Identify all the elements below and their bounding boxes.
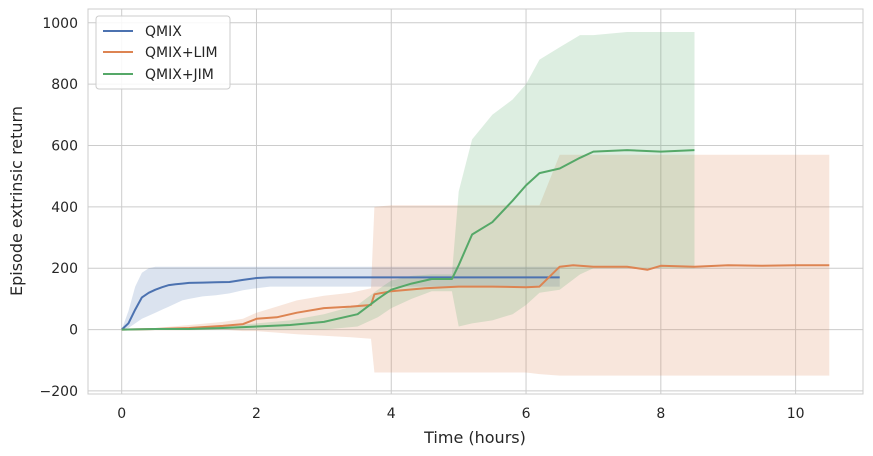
y-tick-label: 1000	[42, 16, 78, 32]
x-tick-labels: 0 2 4 6 8 10	[117, 406, 804, 422]
legend-label-qmix-lim: QMIX+LIM	[145, 45, 218, 61]
y-axis-label: Episode extrinsic return	[7, 106, 26, 296]
x-tick-label: 10	[787, 406, 805, 422]
band-qmix-jim	[121, 32, 695, 330]
series-lines	[121, 149, 830, 331]
legend-label-qmix-jim: QMIX+JIM	[145, 67, 214, 83]
line-qmix-lim	[121, 264, 830, 331]
line-qmix-jim	[121, 149, 695, 331]
y-tick-label: 0	[69, 323, 78, 339]
x-tick-label: 8	[656, 406, 665, 422]
line-qmix	[121, 276, 560, 331]
legend: QMIX QMIX+LIM QMIX+JIM	[95, 15, 231, 90]
legend-label-qmix: QMIX	[145, 24, 182, 40]
y-tick-labels: −200 0 200 400 600 800 1000	[40, 16, 78, 400]
band-qmix-lim	[121, 154, 830, 376]
x-tick-label: 0	[117, 406, 126, 422]
y-tick-label: −200	[40, 384, 78, 400]
y-tick-label: 400	[51, 200, 78, 216]
x-tick-label: 6	[522, 406, 531, 422]
x-axis-label: Time (hours)	[423, 428, 526, 447]
y-tick-label: 600	[51, 139, 78, 155]
y-tick-label: 200	[51, 261, 78, 277]
x-tick-label: 2	[252, 406, 261, 422]
x-tick-label: 4	[387, 406, 396, 422]
legend-box	[95, 15, 231, 90]
y-tick-label: 800	[51, 77, 78, 93]
